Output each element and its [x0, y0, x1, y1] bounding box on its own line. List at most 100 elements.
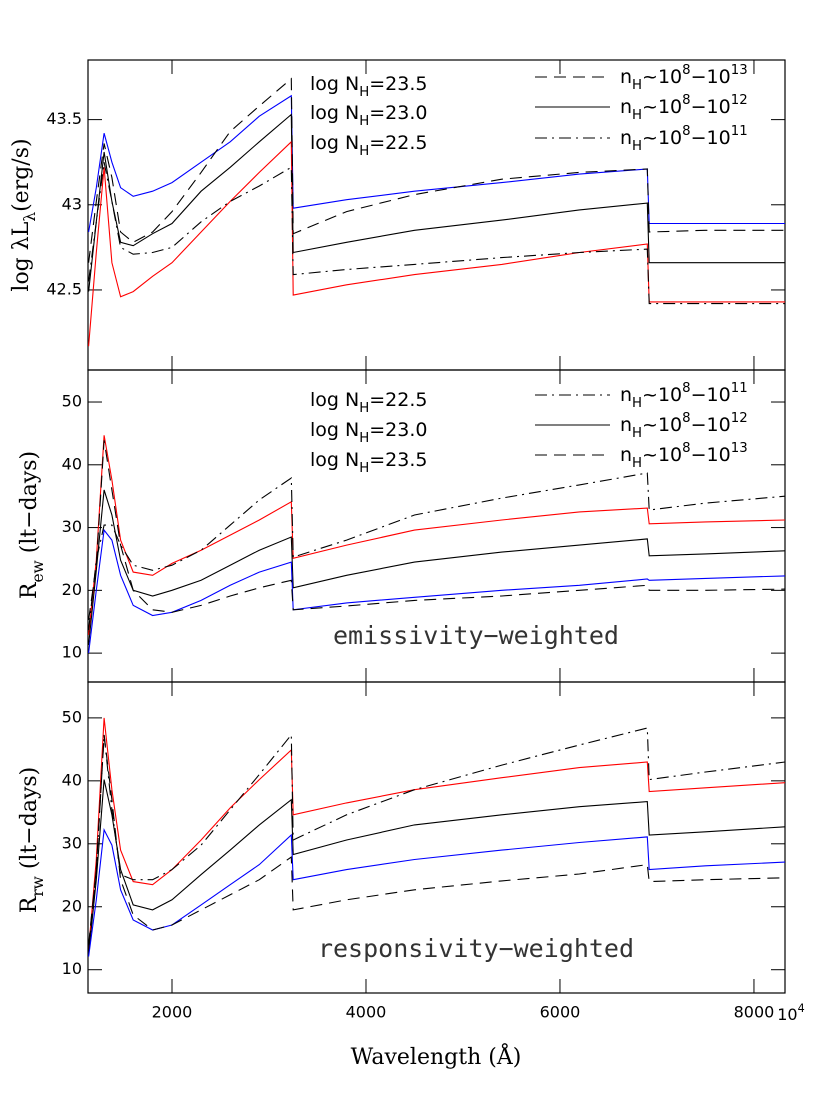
legend-label: log NH=22.5 [310, 132, 427, 159]
y-tick-label: 40 [62, 454, 82, 473]
text-part: H [632, 108, 642, 123]
annotation: emissivity−weighted [333, 621, 619, 650]
legend-label: log NH=23.5 [310, 73, 427, 100]
text-part: H [359, 144, 369, 159]
y-tick-label: 20 [62, 896, 82, 915]
data-line [88, 440, 786, 620]
y-axis-label: Rew (lt−days) [17, 451, 47, 599]
text-part: 8 [682, 441, 690, 456]
text-part: rw [29, 876, 47, 897]
y-tick-label: 10 [62, 959, 82, 978]
text-part: H [632, 396, 642, 411]
text-part: R [17, 581, 42, 599]
text-part: 13 [731, 441, 748, 456]
panel-frame [87, 681, 786, 994]
y-tick-label: 30 [62, 833, 82, 852]
text-part: ~10 [642, 127, 682, 149]
text-part: −10 [691, 414, 731, 436]
y-tick-label: 42.5 [46, 279, 82, 298]
text-part: H [632, 139, 642, 154]
text-part: −10 [691, 384, 731, 406]
y-tick-label: 50 [62, 392, 82, 411]
data-line [88, 828, 786, 957]
legend-label: nH~108−1013 [620, 441, 748, 471]
text-part: 4 [798, 1002, 805, 1015]
text-part: H [359, 85, 369, 100]
y-axis-label: log λLλ(erg/s) [9, 138, 39, 291]
text-part: n [620, 384, 632, 406]
text-part: 11 [731, 124, 748, 139]
text-part: H [359, 461, 369, 476]
y-tick-label: 10 [62, 643, 82, 662]
y-axis-label: Rrw (lt−days) [17, 767, 47, 914]
x-axis-label: Wavelength (Å) [351, 1042, 522, 1070]
y-tick-label: 40 [62, 770, 82, 789]
x-tick-label: 8000 [734, 1003, 775, 1022]
text-part: 11 [731, 381, 748, 396]
text-part: n [620, 444, 632, 466]
data-line [88, 94, 785, 233]
y-tick-label: 30 [62, 517, 82, 536]
legend-label: nH~108−1011 [620, 381, 748, 411]
text-part: log λL [9, 221, 34, 291]
text-part: 8 [682, 381, 690, 396]
text-part: n [620, 127, 632, 149]
text-part: R [17, 895, 42, 913]
text-part: 10 [777, 1005, 797, 1024]
text-part: log N [310, 132, 359, 154]
text-part: =23.0 [369, 419, 427, 441]
legend-label: log NH=23.0 [310, 102, 427, 129]
text-part: 8 [682, 411, 690, 426]
data-line [88, 472, 786, 630]
y-tick-label: 20 [62, 580, 82, 599]
data-line [88, 162, 785, 305]
legend-label: log NH=22.5 [310, 389, 427, 416]
text-part: log N [310, 449, 359, 471]
annotation: responsivity−weighted [318, 934, 634, 963]
y-tick-label: 43.5 [46, 109, 82, 128]
text-part: =23.0 [369, 102, 427, 124]
text-part: log N [310, 419, 359, 441]
data-line [88, 489, 786, 646]
data-line [88, 727, 786, 950]
legend-label: nH~108−1012 [620, 411, 748, 441]
text-part: log N [310, 389, 359, 411]
data-line [88, 734, 786, 945]
text-part: 12 [731, 411, 748, 426]
y-tick-label: 50 [62, 707, 82, 726]
text-part: ~10 [642, 66, 682, 88]
text-part: −10 [691, 444, 731, 466]
text-part: H [632, 78, 642, 93]
text-part: (erg/s) [9, 138, 34, 212]
text-part: n [620, 96, 632, 118]
text-part: 8 [682, 63, 690, 78]
text-part: H [632, 456, 642, 471]
x-tick-label: 6000 [540, 1003, 581, 1022]
text-part: ~10 [642, 444, 682, 466]
text-part: (lt−days) [17, 767, 42, 876]
text-part: ~10 [642, 96, 682, 118]
text-part: 13 [731, 63, 748, 78]
text-part: =23.5 [369, 73, 427, 95]
legend-label: nH~108−1011 [620, 124, 748, 154]
text-part: −10 [691, 127, 731, 149]
text-part: H [632, 426, 642, 441]
text-part: =22.5 [369, 132, 427, 154]
text-part: =22.5 [369, 389, 427, 411]
data-line [88, 140, 785, 347]
text-part: 8 [682, 93, 690, 108]
y-tick-label: 43 [62, 194, 82, 213]
text-part: log N [310, 73, 359, 95]
x-tick-label: 4000 [346, 1003, 387, 1022]
legend-label: nH~108−1012 [620, 93, 748, 123]
text-part: log N [310, 102, 359, 124]
text-part: n [620, 414, 632, 436]
text-part: λ [21, 212, 39, 222]
text-part: 8 [682, 124, 690, 139]
text-part: ~10 [642, 384, 682, 406]
text-part: ew [29, 560, 47, 582]
text-part: ~10 [642, 414, 682, 436]
text-part: H [359, 431, 369, 446]
